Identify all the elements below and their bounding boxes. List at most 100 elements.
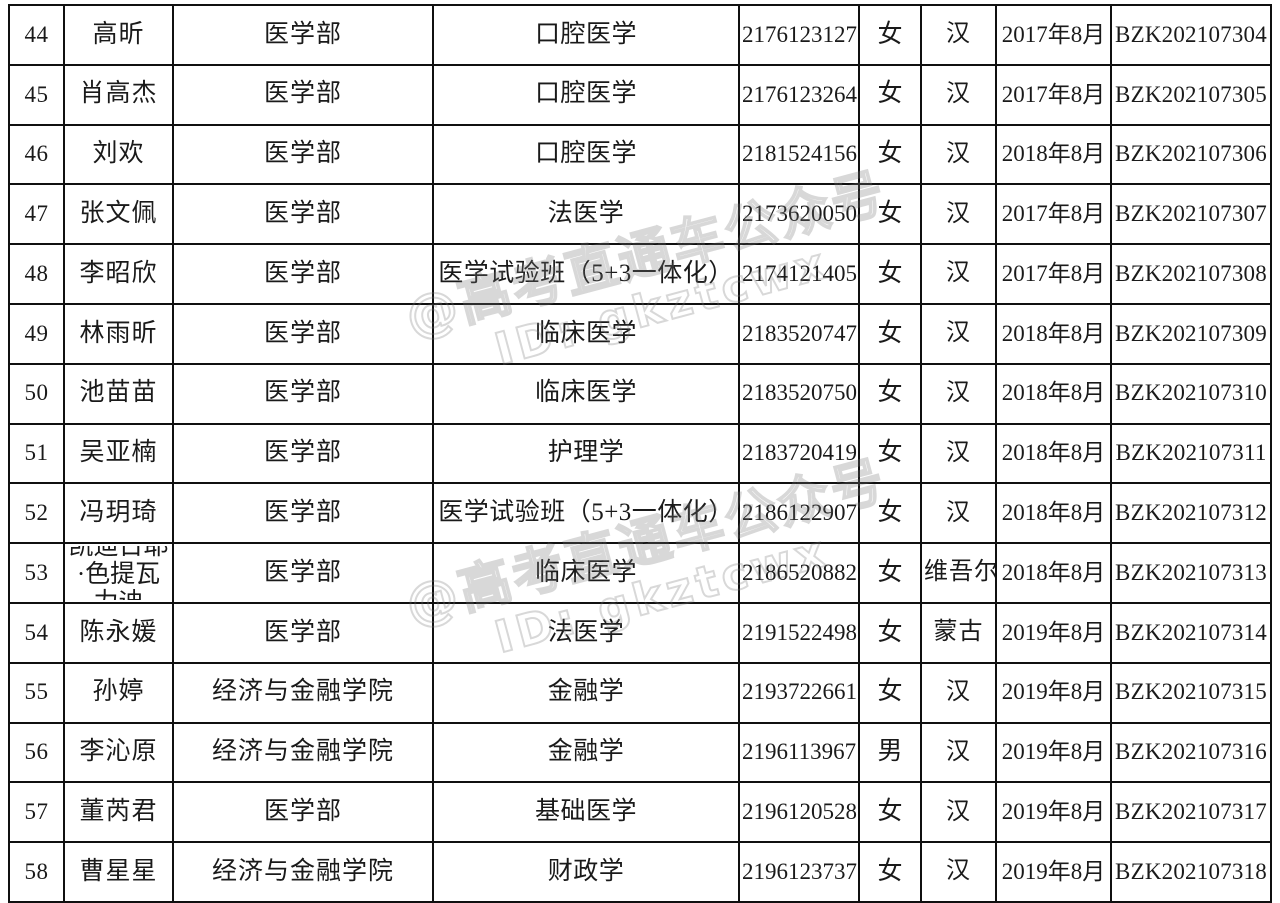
cell-sid: 2183520747 [738,302,860,365]
table-row: 52 冯玥琦 医学部 医学试验班（5+3一体化） 2186122907 女汉 2018年8月… [8,482,1272,545]
cell-sid: 2173620050 [738,183,860,246]
cell-gender: 女 [858,841,922,903]
cell-index: 45 [8,63,65,126]
cell-date: 2019年8月 [995,781,1112,844]
cell-name: 吴亚楠 [63,422,174,485]
cell-code: BZK202107305 [1110,63,1272,126]
cell-date: 2017年8月 [995,63,1112,126]
table-row: 53凯迪日耶·色提瓦力迪医学部临床医学2186520882女维吾尔2018年8月… [8,542,1272,604]
cell-dept: 经济与金融学院 [172,841,434,903]
cell-dept: 医学部 [172,302,434,365]
cell-dept: 医学部 [172,781,434,844]
cell-sid: 2174121405 [738,243,860,305]
cell-ethnic: 汉 [920,243,997,305]
cell-ethnic: 维吾尔 [920,542,997,604]
cell-date: 2017年8月 [995,4,1112,66]
table-row: 45 肖高杰 医学部 口腔医学 2176123264 女汉 2017年8月 BZK202107… [8,63,1272,126]
table-row: 44 高昕 医学部 口腔医学 2176123127 女汉 2017年8月 BZK2021073… [8,4,1272,66]
table-row: 48 李昭欣 医学部 医学试验班（5+3一体化） 2174121405 女汉 2017年8月… [8,243,1272,305]
cell-date: 2018年8月 [995,482,1112,545]
cell-sid: 2193722661 [738,661,860,724]
cell-index: 44 [8,4,65,66]
cell-name: 陈永媛 [63,601,174,664]
cell-gender: 女 [858,482,922,545]
cell-sid: 2196113967 [738,721,860,784]
cell-sid: 2176123127 [738,4,860,66]
cell-code: BZK202107318 [1110,841,1272,903]
cell-ethnic: 汉 [920,302,997,365]
cell-index: 49 [8,302,65,365]
cell-major: 口腔医学 [432,4,740,66]
cell-dept: 医学部 [172,542,434,604]
cell-gender: 女 [858,123,922,186]
cell-index: 47 [8,183,65,246]
cell-sid: 2183720419 [738,422,860,485]
cell-code: BZK202107312 [1110,482,1272,545]
cell-major: 法医学 [432,183,740,246]
cell-code: BZK202107307 [1110,183,1272,246]
cell-gender: 女 [858,63,922,126]
cell-gender: 女 [858,542,922,604]
cell-major: 财政学 [432,841,740,903]
cell-dept: 医学部 [172,482,434,545]
cell-major: 法医学 [432,601,740,664]
table-row: 51 吴亚楠 医学部 护理学 2183720419 女汉 2018年8月 BZK2021073… [8,422,1272,485]
cell-major: 口腔医学 [432,63,740,126]
cell-name: 李昭欣 [63,243,174,305]
cell-sid: 2186520882 [738,542,860,604]
cell-dept: 医学部 [172,422,434,485]
cell-date: 2018年8月 [995,422,1112,485]
cell-ethnic: 汉 [920,721,997,784]
table-row: 47 张文佩 医学部 法医学 2173620050 女汉 2017年8月 BZK2021073… [8,183,1272,246]
cell-code: BZK202107304 [1110,4,1272,66]
cell-gender: 女 [858,362,922,425]
cell-date: 2019年8月 [995,841,1112,903]
cell-sid: 2181524156 [738,123,860,186]
table-row: 49 林雨昕 医学部 临床医学 2183520747 女汉 2018年8月 BZK202107… [8,302,1272,365]
cell-major: 医学试验班（5+3一体化） [432,243,740,305]
cell-gender: 女 [858,4,922,66]
cell-index: 51 [8,422,65,485]
table-row: 56 李沁原 经济与金融学院 金融学 2196113967 男汉 2019年8月 BZK202… [8,721,1272,784]
cell-name: 董芮君 [63,781,174,844]
cell-major: 护理学 [432,422,740,485]
cell-code: BZK202107309 [1110,302,1272,365]
cell-date: 2018年8月 [995,302,1112,365]
cell-name: 曹星星 [63,841,174,903]
cell-dept: 医学部 [172,123,434,186]
cell-code: BZK202107310 [1110,362,1272,425]
cell-code: BZK202107315 [1110,661,1272,724]
cell-gender: 女 [858,601,922,664]
cell-date: 2018年8月 [995,542,1112,604]
cell-index: 46 [8,123,65,186]
cell-sid: 2196120528 [738,781,860,844]
cell-date: 2019年8月 [995,661,1112,724]
cell-dept: 医学部 [172,4,434,66]
cell-date: 2017年8月 [995,183,1112,246]
cell-name: 肖高杰 [63,63,174,126]
cell-major: 基础医学 [432,781,740,844]
cell-name: 孙婷 [63,661,174,724]
cell-index: 53 [8,542,65,604]
cell-sid: 2186122907 [738,482,860,545]
table-row: 57 董芮君 医学部 基础医学 2196120528 女汉 2019年8月 BZK202107… [8,781,1272,844]
cell-major: 临床医学 [432,542,740,604]
cell-ethnic: 汉 [920,841,997,903]
cell-major: 医学试验班（5+3一体化） [432,482,740,545]
cell-ethnic: 汉 [920,661,997,724]
cell-name: 凯迪日耶·色提瓦力迪 [63,542,174,604]
cell-code: BZK202107306 [1110,123,1272,186]
cell-dept: 医学部 [172,243,434,305]
cell-major: 临床医学 [432,362,740,425]
cell-gender: 女 [858,302,922,365]
cell-major: 金融学 [432,721,740,784]
table-row: 58 曹星星 经济与金融学院 财政学 2196123737 女汉 2019年8月 BZK202… [8,841,1272,903]
cell-gender: 女 [858,422,922,485]
cell-sid: 2183520750 [738,362,860,425]
cell-ethnic: 汉 [920,123,997,186]
cell-sid: 2191522498 [738,601,860,664]
cell-date: 2019年8月 [995,601,1112,664]
cell-dept: 经济与金融学院 [172,721,434,784]
roster-body: 44 高昕 医学部 口腔医学 2176123127 女汉 2017年8月 BZK2021073… [8,4,1272,903]
